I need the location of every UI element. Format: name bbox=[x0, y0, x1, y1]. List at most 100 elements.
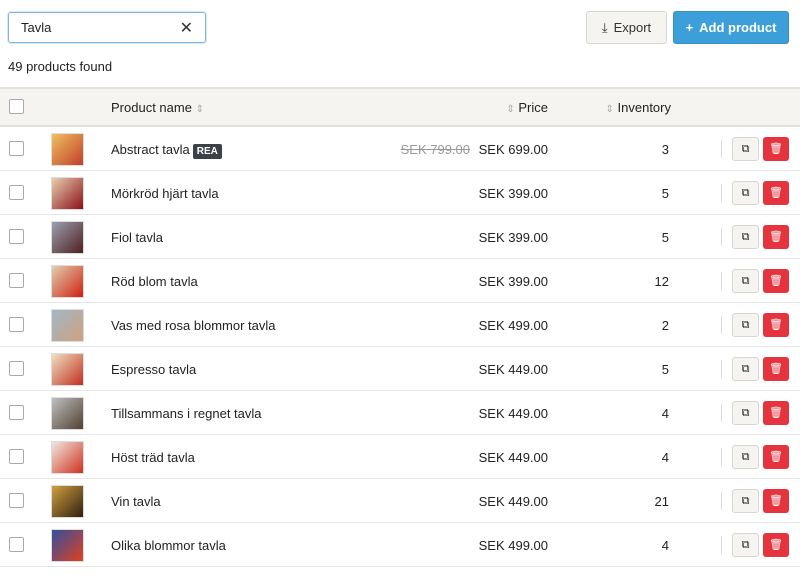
copy-icon: ⧉ bbox=[741, 319, 750, 331]
table-header: Product name ⇕ ⇕ Price ⇕ Inventory bbox=[0, 87, 800, 127]
duplicate-button[interactable]: ⧉ bbox=[732, 137, 759, 161]
search-input[interactable] bbox=[21, 20, 161, 35]
delete-button[interactable]: 🗑 bbox=[763, 533, 789, 557]
original-price: SEK 799.00 bbox=[400, 142, 470, 157]
column-price[interactable]: ⇕ Price bbox=[506, 100, 548, 115]
product-name[interactable]: Espresso tavla bbox=[111, 362, 196, 377]
duplicate-button[interactable]: ⧉ bbox=[732, 533, 759, 557]
column-inventory[interactable]: ⇕ Inventory bbox=[606, 100, 672, 115]
product-thumbnail[interactable] bbox=[51, 265, 84, 298]
product-name-text: Tillsammans i regnet tavla bbox=[111, 406, 262, 421]
divider bbox=[721, 492, 722, 510]
inventory: 3 bbox=[661, 142, 669, 157]
table-row[interactable]: Abstract tavla REA SEK 799.00 SEK 699.00 … bbox=[0, 127, 800, 171]
duplicate-button[interactable]: ⧉ bbox=[732, 313, 759, 337]
duplicate-button[interactable]: ⧉ bbox=[732, 225, 759, 249]
inventory: 4 bbox=[661, 450, 669, 465]
duplicate-button[interactable]: ⧉ bbox=[732, 357, 759, 381]
table-row[interactable]: Tillsammans i regnet tavla SEK 449.00 4 … bbox=[0, 391, 800, 435]
table-row[interactable]: Mörkröd hjärt tavla SEK 399.00 5 ⧉ 🗑 bbox=[0, 171, 800, 215]
product-thumbnail[interactable] bbox=[51, 529, 84, 562]
product-name-text: Vin tavla bbox=[111, 494, 161, 509]
duplicate-button[interactable]: ⧉ bbox=[732, 489, 759, 513]
delete-button[interactable]: 🗑 bbox=[763, 401, 789, 425]
row-checkbox[interactable] bbox=[9, 229, 24, 244]
inventory: 4 bbox=[661, 538, 669, 553]
copy-icon: ⧉ bbox=[741, 363, 750, 375]
delete-button[interactable]: 🗑 bbox=[763, 181, 789, 205]
duplicate-button[interactable]: ⧉ bbox=[732, 269, 759, 293]
product-thumbnail[interactable] bbox=[51, 397, 84, 430]
select-all-checkbox[interactable] bbox=[9, 99, 24, 114]
price: SEK 699.00 bbox=[478, 142, 548, 157]
inventory: 12 bbox=[654, 274, 669, 289]
row-checkbox[interactable] bbox=[9, 141, 24, 156]
product-thumbnail[interactable] bbox=[51, 177, 84, 210]
export-button[interactable]: ⤓ Export bbox=[586, 11, 667, 44]
copy-icon: ⧉ bbox=[741, 407, 750, 419]
table-row[interactable]: Höst träd tavla SEK 449.00 4 ⧉ 🗑 bbox=[0, 435, 800, 479]
sort-icon: ⇕ bbox=[195, 104, 204, 115]
product-name[interactable]: Höst träd tavla bbox=[111, 450, 195, 465]
copy-icon: ⧉ bbox=[741, 451, 750, 463]
product-name[interactable]: Vas med rosa blommor tavla bbox=[111, 318, 276, 333]
price: SEK 449.00 bbox=[478, 494, 548, 509]
delete-button[interactable]: 🗑 bbox=[763, 137, 789, 161]
table-row[interactable]: Vin tavla SEK 449.00 21 ⧉ 🗑 bbox=[0, 479, 800, 523]
inventory: 2 bbox=[661, 318, 669, 333]
delete-button[interactable]: 🗑 bbox=[763, 225, 789, 249]
inventory: 5 bbox=[661, 362, 669, 377]
product-thumbnail[interactable] bbox=[51, 133, 84, 166]
product-name[interactable]: Abstract tavla REA bbox=[111, 142, 222, 159]
trash-icon: 🗑 bbox=[769, 275, 783, 287]
row-checkbox[interactable] bbox=[9, 317, 24, 332]
search-field[interactable]: ✕ bbox=[8, 12, 206, 43]
product-thumbnail[interactable] bbox=[51, 221, 84, 254]
plus-icon: + bbox=[685, 20, 694, 35]
product-name[interactable]: Röd blom tavla bbox=[111, 274, 198, 289]
table-row[interactable]: Olika blommor tavla SEK 499.00 4 ⧉ 🗑 bbox=[0, 523, 800, 567]
duplicate-button[interactable]: ⧉ bbox=[732, 445, 759, 469]
product-thumbnail[interactable] bbox=[51, 309, 84, 342]
product-name[interactable]: Olika blommor tavla bbox=[111, 538, 226, 553]
delete-button[interactable]: 🗑 bbox=[763, 445, 789, 469]
row-checkbox[interactable] bbox=[9, 493, 24, 508]
delete-button[interactable]: 🗑 bbox=[763, 269, 789, 293]
row-checkbox[interactable] bbox=[9, 405, 24, 420]
table-row[interactable]: Vas med rosa blommor tavla SEK 499.00 2 … bbox=[0, 303, 800, 347]
product-thumbnail[interactable] bbox=[51, 441, 84, 474]
duplicate-button[interactable]: ⧉ bbox=[732, 181, 759, 205]
divider bbox=[721, 228, 722, 246]
product-name[interactable]: Tillsammans i regnet tavla bbox=[111, 406, 262, 421]
inventory: 5 bbox=[661, 186, 669, 201]
product-name-text: Abstract tavla bbox=[111, 142, 190, 157]
product-name-text: Fiol tavla bbox=[111, 230, 164, 245]
product-name[interactable]: Fiol tavla bbox=[111, 230, 163, 245]
table-row[interactable]: Röd blom tavla SEK 399.00 12 ⧉ 🗑 bbox=[0, 259, 800, 303]
product-thumbnail[interactable] bbox=[51, 353, 84, 386]
clear-search-icon[interactable]: ✕ bbox=[179, 19, 193, 37]
delete-button[interactable]: 🗑 bbox=[763, 313, 789, 337]
table-row[interactable]: Espresso tavla SEK 449.00 5 ⧉ 🗑 bbox=[0, 347, 800, 391]
delete-button[interactable]: 🗑 bbox=[763, 489, 789, 513]
column-label: Inventory bbox=[617, 100, 671, 115]
column-product-name[interactable]: Product name ⇕ bbox=[111, 100, 204, 115]
row-checkbox[interactable] bbox=[9, 361, 24, 376]
product-name-text: Olika blommor tavla bbox=[111, 538, 226, 553]
divider bbox=[721, 448, 722, 466]
row-checkbox[interactable] bbox=[9, 185, 24, 200]
row-checkbox[interactable] bbox=[9, 273, 24, 288]
product-name[interactable]: Mörkröd hjärt tavla bbox=[111, 186, 219, 201]
divider bbox=[721, 360, 722, 378]
product-thumbnail[interactable] bbox=[51, 485, 84, 518]
table-row[interactable]: Fiol tavla SEK 399.00 5 ⧉ 🗑 bbox=[0, 215, 800, 259]
product-name[interactable]: Vin tavla bbox=[111, 494, 161, 509]
price: SEK 449.00 bbox=[478, 406, 548, 421]
price: SEK 499.00 bbox=[478, 318, 548, 333]
row-checkbox[interactable] bbox=[9, 537, 24, 552]
trash-icon: 🗑 bbox=[769, 407, 783, 419]
add-product-button[interactable]: + Add product bbox=[673, 11, 789, 44]
duplicate-button[interactable]: ⧉ bbox=[732, 401, 759, 425]
delete-button[interactable]: 🗑 bbox=[763, 357, 789, 381]
row-checkbox[interactable] bbox=[9, 449, 24, 464]
